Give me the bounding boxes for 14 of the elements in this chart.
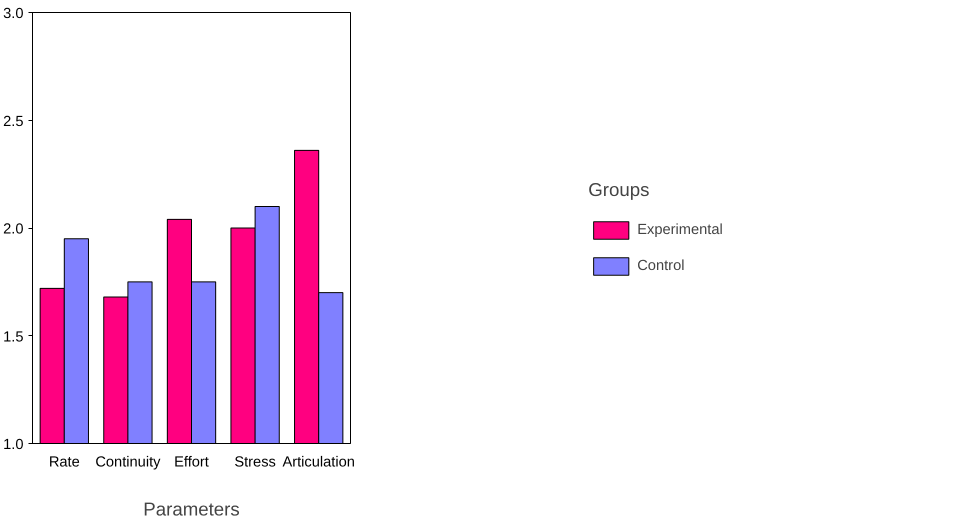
y-tick-label: 1.0 <box>3 437 24 453</box>
legend-label: Control <box>637 258 684 274</box>
x-tick-label: Rate <box>48 454 80 470</box>
y-tick-label: 2.0 <box>3 222 24 238</box>
x-tick-label: Continuity <box>95 454 162 470</box>
legend-title: Groups <box>588 178 650 200</box>
x-tick-label: Articulation <box>282 454 355 470</box>
x-axis-title: Parameters <box>143 498 240 520</box>
y-tick-label: 3.0 <box>3 6 24 22</box>
y-tick-label: 1.5 <box>3 329 24 346</box>
legend-label: Experimental <box>637 222 723 238</box>
x-tick-label: Stress <box>234 454 276 470</box>
y-tick-label: 2.5 <box>3 114 24 130</box>
x-tick-label: Effort <box>174 454 209 470</box>
